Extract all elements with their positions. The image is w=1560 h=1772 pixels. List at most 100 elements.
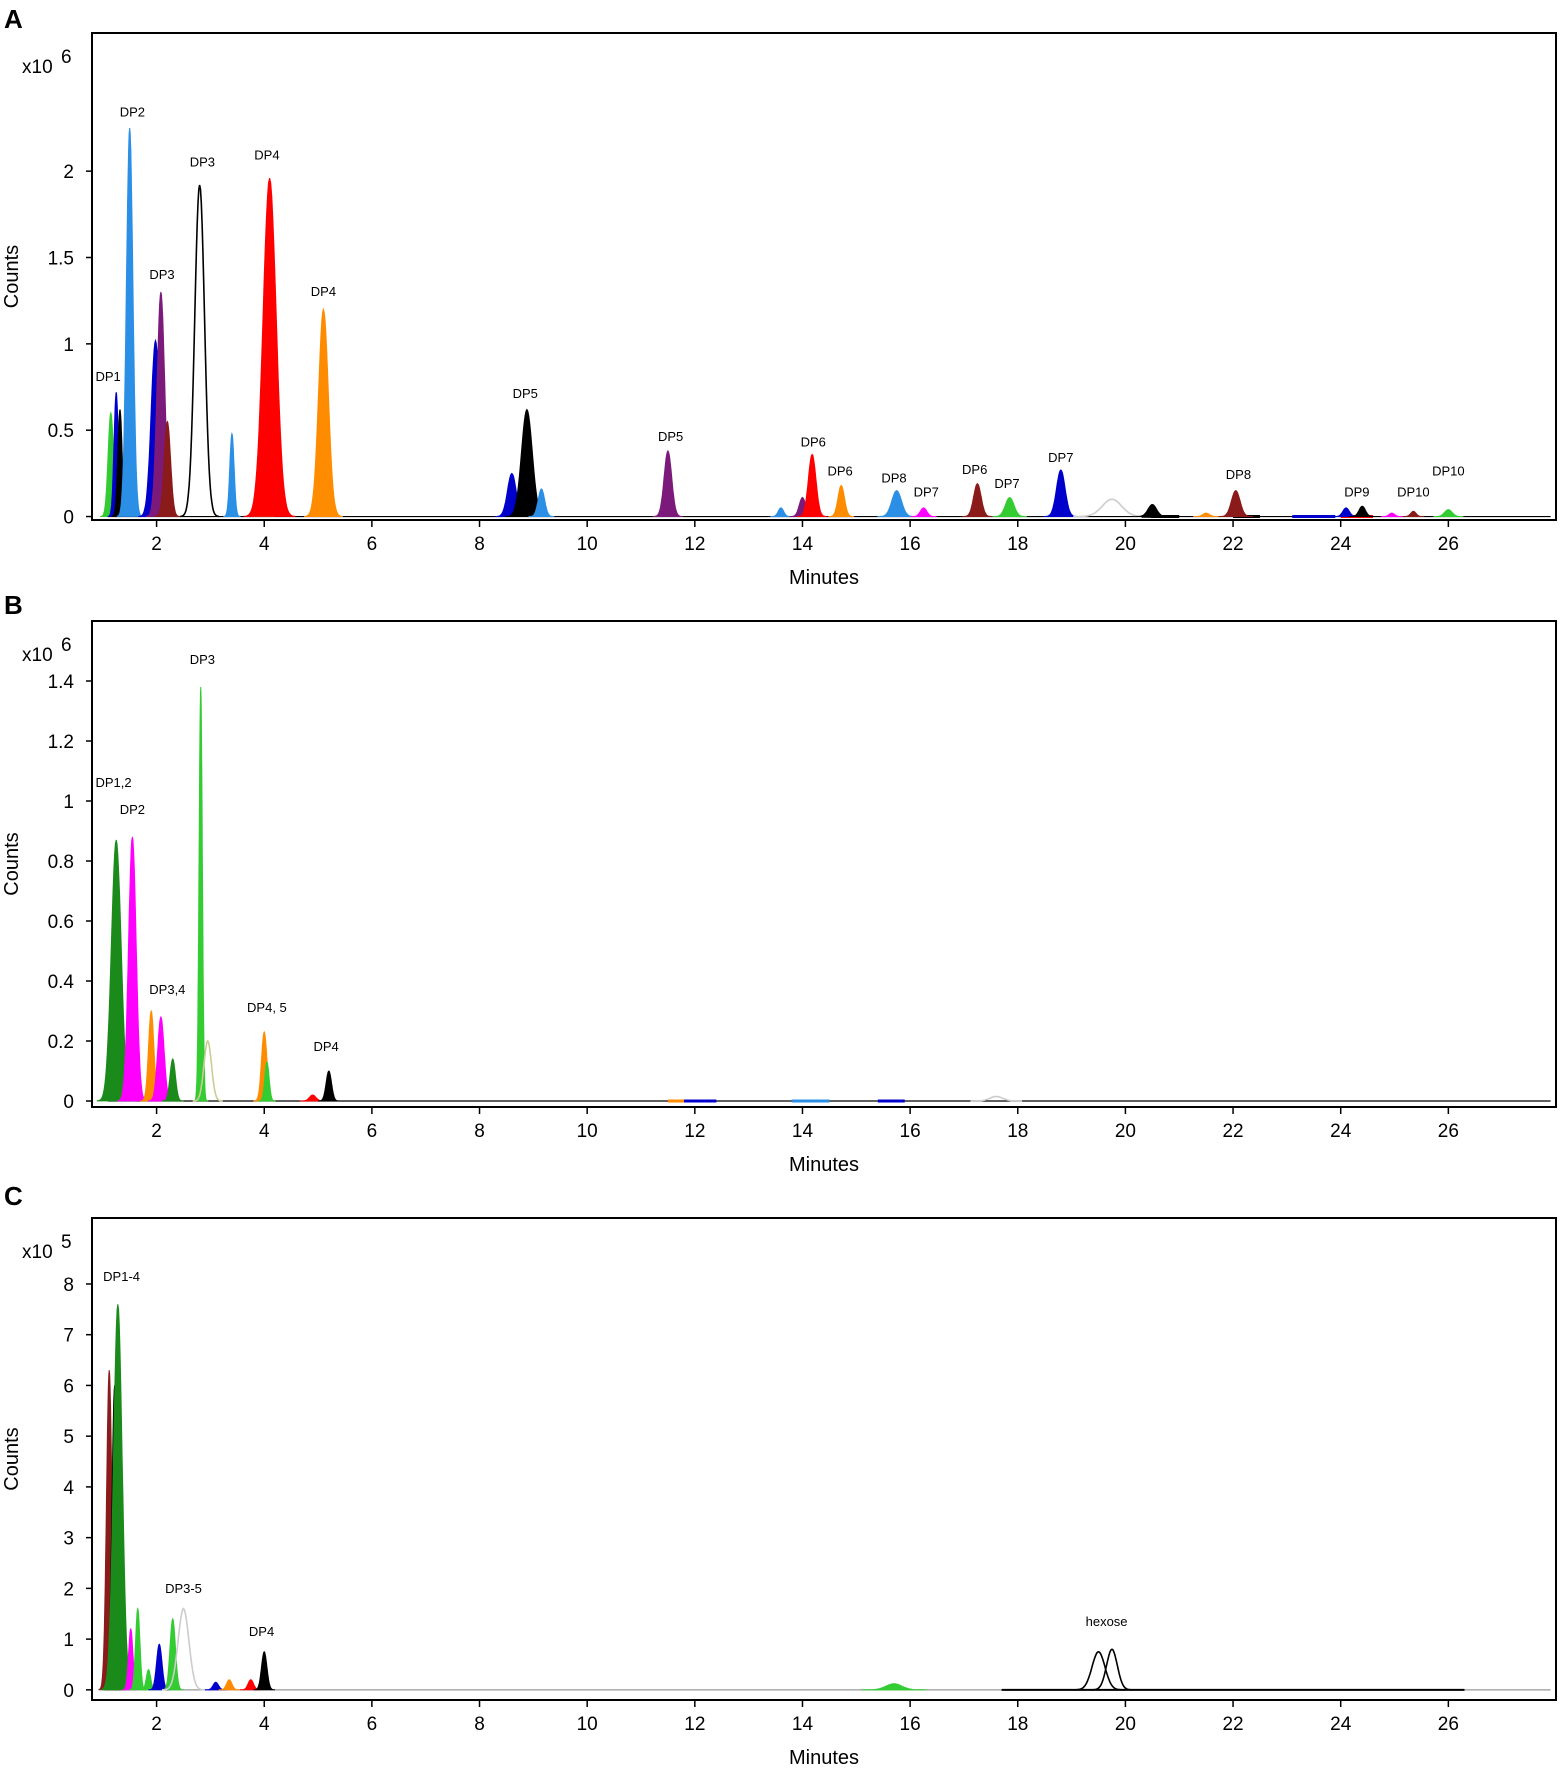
x-tick-label: 12	[684, 534, 705, 555]
trace-group	[96, 686, 1551, 1103]
x-tick-label: 18	[1007, 1714, 1028, 1735]
peak-trace	[154, 420, 181, 517]
y-tick-label: 1.2	[48, 732, 74, 753]
peak-annotation: DP2	[120, 105, 145, 120]
panel-letter: C	[4, 1181, 23, 1211]
y-tick-label: 7	[63, 1326, 74, 1347]
y-scale-multiplier: x10	[22, 645, 53, 666]
chart-panel-a: A2 4 6 8 10 12 14 16 18 20 22 24 2600.511.52MinutesC…	[1, 4, 1557, 589]
plot-frame	[91, 32, 1557, 521]
x-tick-label: 24	[1330, 534, 1352, 555]
x-tick-label: 6	[367, 1714, 378, 1735]
peak-trace	[162, 1617, 184, 1691]
peak-trace	[253, 1651, 275, 1691]
y-tick-label: 1.5	[48, 249, 74, 270]
x-tick-label: 10	[577, 534, 598, 555]
peak-trace	[318, 1070, 340, 1102]
y-tick-label: 0	[63, 1681, 74, 1702]
x-tick-label: 8	[474, 1121, 485, 1142]
peak-annotation: DP6	[962, 462, 987, 477]
peak-trace	[1135, 503, 1170, 517]
x-tick-label: 20	[1115, 534, 1136, 555]
x-tick-label: 16	[900, 534, 921, 555]
peak-annotation: DP4	[249, 1624, 274, 1639]
x-tick-label: 2	[151, 534, 162, 555]
y-tick-label: 6	[63, 1376, 74, 1397]
x-tick-label: 26	[1438, 1121, 1459, 1142]
peak-annotation: DP7	[994, 476, 1019, 491]
x-tick-label: 16	[900, 1714, 921, 1735]
peak-trace	[223, 432, 241, 517]
y-tick-label: 8	[63, 1275, 74, 1296]
panel-letter: B	[4, 590, 23, 620]
peak-annotation: DP5	[658, 429, 683, 444]
x-tick-label: 24	[1330, 1714, 1352, 1735]
x-tick-label: 22	[1222, 534, 1243, 555]
peak-annotation: DP1,2	[95, 775, 131, 790]
x-tick-label: 12	[684, 1714, 705, 1735]
peak-trace	[861, 1683, 927, 1691]
peak-trace	[162, 1607, 205, 1691]
y-axis-title: Counts	[1, 245, 23, 308]
peak-annotation: DP6	[801, 434, 826, 449]
peak-annotation: DP3	[190, 155, 215, 170]
x-tick-label: 2	[151, 1714, 162, 1735]
peak-trace	[828, 484, 855, 517]
peak-annotation: DP4	[313, 1039, 338, 1054]
peak-trace	[1402, 510, 1425, 517]
peak-trace	[797, 453, 828, 517]
y-scale-exponent: 6	[61, 47, 72, 68]
x-tick-label: 10	[577, 1121, 598, 1142]
peak-annotation: DP3	[149, 267, 174, 282]
x-tick-label: 6	[367, 534, 378, 555]
peak-trace	[1433, 509, 1464, 517]
x-tick-label: 24	[1330, 1121, 1352, 1142]
y-axis-title: Counts	[1, 832, 23, 895]
peak-trace	[1043, 469, 1078, 517]
peak-trace	[992, 496, 1027, 517]
x-axis-title: Minutes	[789, 567, 859, 589]
y-scale-multiplier: x10	[22, 1242, 53, 1263]
peak-trace	[1349, 505, 1376, 517]
y-tick-label: 0.4	[48, 972, 75, 993]
peak-annotation: DP1	[95, 369, 120, 384]
x-axis-title: Minutes	[789, 1747, 859, 1769]
y-tick-label: 1	[63, 792, 74, 813]
peak-trace	[652, 449, 683, 517]
peak-trace	[910, 507, 937, 517]
peak-trace	[192, 1039, 223, 1102]
y-tick-label: 0	[63, 508, 74, 529]
y-tick-label: 4	[63, 1478, 74, 1499]
peak-trace	[117, 836, 148, 1102]
chart-panel-c: C2 4 6 8 10 12 14 16 18 20 22 24 26012345678MinutesC…	[1, 1181, 1557, 1769]
x-tick-label: 4	[259, 534, 270, 555]
y-tick-label: 0.8	[48, 852, 74, 873]
x-tick-label: 12	[684, 1121, 705, 1142]
trace-group	[98, 1304, 1551, 1691]
x-tick-label: 14	[792, 1121, 814, 1142]
plot-frame	[91, 1217, 1557, 1701]
peak-annotation: DP7	[914, 484, 939, 499]
peak-trace	[304, 307, 343, 517]
chart-panel-b: B2 4 6 8 10 12 14 16 18 20 22 24 2600.20.40.60.811.2…	[1, 590, 1557, 1176]
x-axis-title: Minutes	[789, 1154, 859, 1176]
peak-annotation: DP3	[190, 652, 215, 667]
y-scale-exponent: 6	[61, 635, 72, 656]
x-tick-label: 18	[1007, 534, 1028, 555]
peak-trace	[243, 177, 296, 517]
x-tick-label: 20	[1115, 1714, 1136, 1735]
peak-trace	[258, 1061, 276, 1102]
peak-annotation: DP3,4	[149, 982, 185, 997]
y-tick-label: 0	[63, 1092, 74, 1113]
x-tick-label: 8	[474, 534, 485, 555]
peak-annotation: DP6	[827, 464, 852, 479]
x-tick-label: 16	[900, 1121, 921, 1142]
y-tick-label: 2	[63, 1579, 74, 1600]
y-scale-multiplier: x10	[22, 57, 53, 78]
y-tick-label: 1.4	[48, 672, 75, 693]
y-tick-label: 0.2	[48, 1032, 74, 1053]
x-tick-label: 26	[1438, 534, 1459, 555]
x-tick-label: 4	[259, 1121, 270, 1142]
peak-trace	[1218, 490, 1253, 517]
x-tick-label: 20	[1115, 1121, 1136, 1142]
